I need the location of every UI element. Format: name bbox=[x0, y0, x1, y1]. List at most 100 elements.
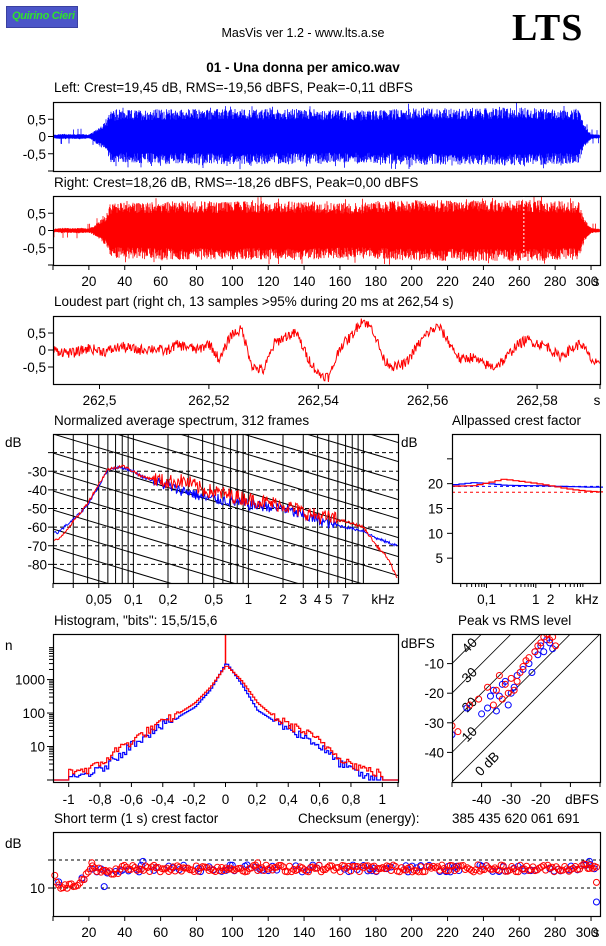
diagonal-0db-line bbox=[452, 634, 600, 782]
checksum-label: Checksum (energy): bbox=[298, 811, 420, 826]
short-term-point-right bbox=[468, 866, 476, 874]
spectrum-frame bbox=[52, 433, 400, 585]
short-term-outlier-left bbox=[100, 883, 108, 891]
crest-xtick-label: 0,1 bbox=[477, 592, 496, 607]
short-term-point-right bbox=[429, 862, 437, 870]
diagonal-20db-line bbox=[452, 634, 542, 724]
peak-rms-point-left bbox=[501, 677, 509, 685]
peak-rms-point-left bbox=[478, 710, 486, 718]
short-term-point-right bbox=[78, 875, 86, 883]
short-term-point-right bbox=[184, 864, 192, 872]
short-term-point-right bbox=[300, 866, 308, 874]
peak-rms-point-right bbox=[537, 639, 545, 647]
crest-right-line bbox=[453, 478, 603, 493]
spectrum-xtick-label: 5 bbox=[325, 592, 333, 607]
app-title: MasVis ver 1.2 - www.lts.a.se bbox=[221, 26, 385, 40]
short-term-point-right bbox=[440, 865, 448, 873]
histogram-xtick-label: 0 bbox=[222, 792, 230, 807]
short-term-point-right bbox=[540, 862, 548, 870]
short-term-point-right bbox=[315, 861, 323, 869]
peak-rms-point-right bbox=[543, 634, 551, 638]
histogram-right-line bbox=[53, 665, 398, 781]
loudest-part-frame bbox=[52, 315, 602, 386]
peak-rms-point-right bbox=[525, 654, 533, 662]
peak-rms-point-right bbox=[475, 695, 483, 703]
short-term-point-right bbox=[213, 863, 221, 871]
spectrum-title: Normalized average spectrum, 312 frames bbox=[54, 413, 310, 428]
short-term-point-right bbox=[205, 866, 213, 874]
short-term-outlier-right bbox=[88, 859, 96, 867]
peak-rms-point-right bbox=[498, 695, 506, 703]
short-term-point-right bbox=[129, 862, 137, 870]
peak-rms-point-left bbox=[489, 686, 497, 694]
short-term-xtick-label: 200 bbox=[400, 925, 423, 940]
spectrum-ytick-label: -80 bbox=[27, 557, 47, 572]
peak-rms-point-right bbox=[495, 671, 503, 679]
histogram-xtick-label: 1 bbox=[379, 792, 387, 807]
time-axis-label: 60 bbox=[153, 274, 168, 289]
checksum-value: 385 435 620 061 691 bbox=[452, 811, 580, 826]
short-term-point-right bbox=[288, 868, 296, 876]
short-term-point-right bbox=[188, 866, 196, 874]
short-term-point-right bbox=[328, 862, 336, 870]
peak-rms-point-left bbox=[540, 648, 548, 656]
time-axis-label: 200 bbox=[400, 274, 423, 289]
peak-rms-point-right bbox=[513, 677, 521, 685]
short-term-point-right bbox=[427, 864, 435, 872]
short-term-point-right bbox=[95, 864, 103, 872]
peak-rms-point-left bbox=[486, 692, 494, 700]
logo-text: Quirino Cieri bbox=[12, 10, 75, 22]
peak-vs-rms-xtick-label: -40 bbox=[472, 792, 492, 807]
loudest-xtick-label: 262,56 bbox=[407, 393, 448, 408]
short-term-point-right bbox=[349, 863, 357, 871]
peak-rms-point-right bbox=[466, 701, 474, 709]
loudest-part-title: Loudest part (right ch, 13 samples >95% … bbox=[54, 294, 454, 309]
short-term-point-right bbox=[434, 863, 442, 871]
histogram-xtick-label: 0,2 bbox=[247, 792, 266, 807]
peak-vs-rms-ytick-label: -10 bbox=[424, 657, 444, 672]
short-term-frame bbox=[52, 831, 602, 918]
short-term-point-right bbox=[459, 862, 467, 870]
crest-xtick-label: 2 bbox=[547, 592, 555, 607]
peak-rms-point-right bbox=[454, 728, 462, 736]
spectrum-ytick-label: -40 bbox=[27, 483, 47, 498]
peak-rms-point-right bbox=[501, 680, 509, 688]
short-term-outlier-right bbox=[254, 859, 262, 867]
peak-rms-point-right bbox=[516, 668, 524, 676]
crest-frame bbox=[451, 433, 602, 585]
spectrum-ylabel: dB bbox=[5, 435, 22, 450]
short-term-point-right bbox=[158, 865, 166, 873]
short-term-point-right bbox=[305, 868, 313, 876]
spectrum-xtick-label: 1 bbox=[245, 592, 253, 607]
time-axis-label: 260 bbox=[508, 274, 531, 289]
time-axis-unit: s bbox=[593, 274, 600, 289]
diagonal-10db-label: 10 bbox=[459, 724, 480, 745]
histogram-title: Histogram, "bits": 15,5/15,6 bbox=[54, 613, 218, 628]
short-term-point-right bbox=[419, 868, 427, 876]
spectrum-ytick-label: -70 bbox=[27, 539, 47, 554]
diagonal-30db-label: 30 bbox=[459, 664, 480, 685]
short-term-point-right bbox=[141, 862, 149, 870]
short-term-point-right bbox=[319, 866, 327, 874]
spectrum-xtick-label: 3 bbox=[299, 592, 307, 607]
short-term-point-right bbox=[275, 862, 283, 870]
short-term-point-right bbox=[76, 879, 84, 887]
peak-vs-rms-ylabel: dBFS bbox=[401, 636, 435, 651]
short-term-point-right bbox=[186, 866, 194, 874]
histogram-ytick-label: 10 bbox=[30, 740, 45, 755]
histogram-xtick-label: -1 bbox=[63, 792, 75, 807]
short-term-point-right bbox=[396, 868, 404, 876]
left-waveform-frame bbox=[52, 101, 602, 173]
right-waveform-ytick-label: -0,5 bbox=[23, 241, 46, 256]
crest-left-line bbox=[453, 482, 603, 488]
short-term-point-left bbox=[175, 866, 183, 874]
spectrum-ytick-label: -30 bbox=[27, 464, 47, 479]
loudest-xunit: s bbox=[594, 393, 601, 408]
diagonal-10db-line bbox=[452, 634, 571, 753]
short-term-point-right bbox=[321, 866, 329, 874]
peak-rms-point-right bbox=[492, 686, 500, 694]
peak-rms-point-left bbox=[492, 707, 500, 715]
time-axis-label: 80 bbox=[189, 274, 204, 289]
